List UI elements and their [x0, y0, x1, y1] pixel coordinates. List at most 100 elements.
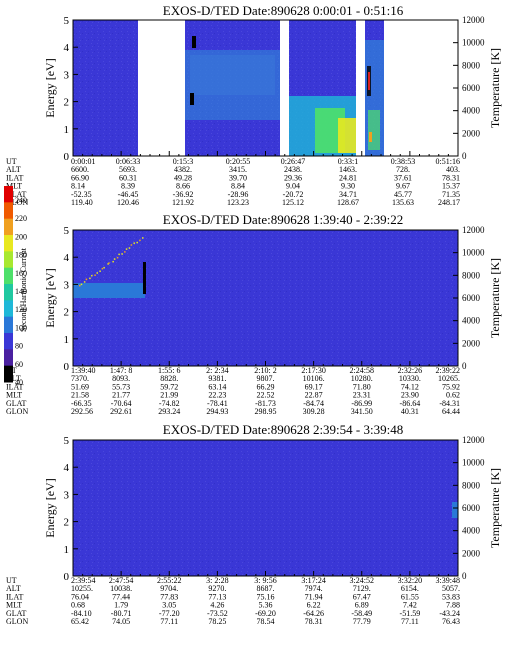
y-tick-label: 2	[64, 307, 70, 319]
colorbar-tick-label: 120	[15, 305, 27, 314]
panel-2-y-axis: 0 1 2 3 4 5	[64, 225, 449, 373]
panel-2-dot	[103, 266, 105, 269]
orbit-value: 7974.	[305, 584, 323, 593]
colorbar-tick-label: 240	[15, 196, 27, 205]
orbit-value: 6154.	[401, 584, 419, 593]
panel-2-dot	[94, 274, 96, 276]
y2-tick-label: 0	[462, 571, 467, 581]
colorbar-tick-label: 40	[15, 378, 23, 387]
orbit-value: 120.46	[117, 198, 139, 207]
orbit-value: 2:55:22	[157, 576, 181, 585]
panel-3-title: EXOS-D/TED Date:890628 2:39:54 - 3:39:48	[163, 422, 403, 437]
orbit-value: 77.79	[353, 617, 371, 626]
colorbar-tick-label: 100	[15, 323, 27, 332]
orbit-value: 21.77	[112, 391, 130, 400]
orbit-value: 15.37	[442, 182, 460, 191]
orbit-value: 8.84	[231, 182, 245, 191]
y-tick-label: 1	[64, 124, 70, 136]
y2-tick-label: 8000	[462, 480, 481, 490]
colorbar-swatch	[4, 365, 13, 383]
orbit-value: 0:06:33	[116, 157, 140, 166]
orbit-value: 60.31	[119, 173, 137, 182]
orbit-value: 3:24:52	[350, 576, 374, 585]
panel-2-dot	[116, 256, 119, 259]
orbit-value: -78.41	[207, 399, 228, 408]
orbit-row-label: ILAT	[6, 592, 23, 601]
orbit-value: -80.71	[111, 609, 132, 618]
orbit-value: 2:32:26	[398, 366, 422, 375]
colorbar-tick-label: 220	[15, 214, 27, 223]
panel-2-band-cyan	[73, 283, 145, 298]
panel-1-band-black-1	[192, 36, 196, 48]
orbit-value: 9.30	[341, 182, 355, 191]
panel-1-y-axis: 0 1 2 3 4 5	[64, 15, 449, 163]
y-tick-label: 2	[64, 517, 70, 529]
orbit-value: 24.81	[339, 173, 357, 182]
y2-tick-label: 2000	[462, 128, 481, 138]
panel-3-background	[73, 440, 458, 576]
orbit-value: 67.47	[353, 592, 371, 601]
orbit-value: -86.64	[400, 399, 421, 408]
orbit-value: -64.26	[303, 609, 324, 618]
y-tick-label: 0	[64, 151, 70, 163]
y2-tick-label: 12000	[462, 225, 485, 235]
orbit-value: 8687.	[257, 584, 275, 593]
orbit-value: 76.43	[442, 617, 460, 626]
orbit-value: 8828.	[160, 374, 178, 383]
orbit-value: 77.11	[160, 617, 178, 626]
orbit-value: 728.	[396, 165, 410, 174]
orbit-value: 34.71	[339, 190, 357, 199]
panel-2-band-black	[143, 262, 146, 294]
orbit-value: 8.66	[176, 182, 190, 191]
panel-3-y2-axis: 0 2000 4000 6000 8000 10000 12000	[453, 435, 485, 581]
orbit-value: 10280.	[351, 374, 373, 383]
orbit-row-label: GLAT	[6, 609, 27, 618]
y-tick-label: 0	[64, 571, 70, 583]
orbit-value: 7129.	[353, 584, 371, 593]
orbit-value: 121.92	[172, 198, 194, 207]
panel-1-plot	[72, 19, 459, 157]
colorbar-swatch	[4, 349, 13, 367]
orbit-row-label: MLT	[6, 601, 22, 610]
orbit-value: 0:33:1	[338, 157, 358, 166]
orbit-value: -70.64	[111, 399, 132, 408]
orbit-row-label: GLON	[6, 617, 28, 626]
panel-1-gap-3	[356, 20, 365, 156]
orbit-value: 8.39	[121, 182, 135, 191]
orbit-value: 9704.	[160, 584, 178, 593]
panel-2-dot	[125, 248, 128, 250]
orbit-value: -52.35	[71, 190, 92, 199]
orbit-value: -84.31	[439, 399, 460, 408]
orbit-value: 7370.	[71, 374, 89, 383]
orbit-value: 23.31	[353, 391, 371, 400]
panel-1-band-right-green	[368, 110, 380, 150]
orbit-value: 29.36	[284, 173, 302, 182]
panel-2-ylabel: Energy [eV]	[43, 268, 57, 327]
orbit-row-label: ALT	[6, 165, 21, 174]
orbit-value: 9807.	[257, 374, 275, 383]
orbit-value: 74.05	[112, 617, 130, 626]
orbit-value: -84.10	[71, 609, 92, 618]
panel-2-dot	[89, 277, 91, 280]
orbit-value: 123.23	[227, 198, 249, 207]
orbit-value: -51.59	[400, 609, 421, 618]
orbit-value: 292.61	[110, 407, 132, 416]
y-tick-label: 1	[64, 544, 70, 556]
orbit-value: 0:20:55	[226, 157, 250, 166]
orbit-value: 77.13	[208, 592, 226, 601]
panel-2-dot	[136, 241, 138, 244]
panel-1-band-black-2	[190, 93, 194, 105]
orbit-row-label: GLON	[6, 407, 28, 416]
colorbar-swatch	[4, 202, 13, 220]
panel-2-dot	[78, 284, 81, 287]
orbit-value: 119.40	[71, 198, 93, 207]
orbit-value: 4.26	[210, 601, 224, 610]
orbit-value: 45.77	[394, 190, 412, 199]
orbit-value: 2:39:22	[436, 366, 460, 375]
panel-2-orbit-table: UTALTILATMLTGLATGLON1:39:407370.51.6921.…	[6, 366, 460, 416]
y-tick-label: 1	[64, 334, 70, 346]
orbit-row-label: ILAT	[6, 173, 23, 182]
orbit-row-label: UT	[6, 366, 17, 375]
orbit-value: 3:17:24	[301, 576, 325, 585]
